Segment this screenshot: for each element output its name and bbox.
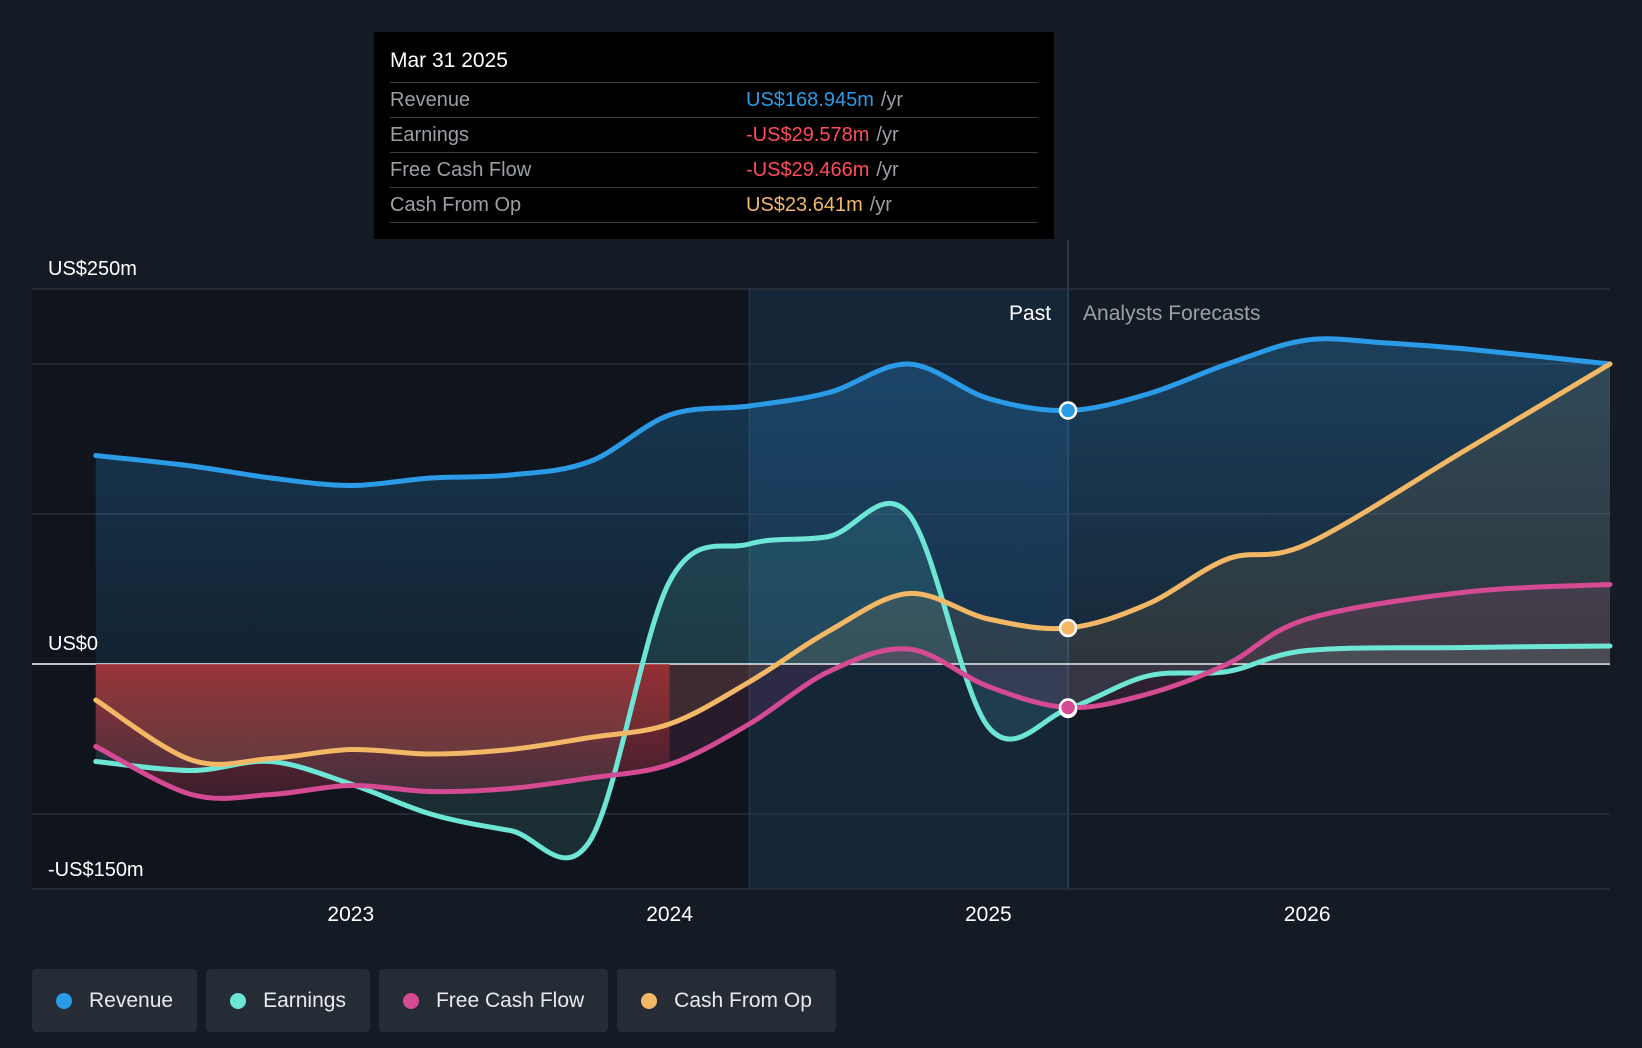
tooltip-row-earnings: Earnings -US$29.578m /yr	[390, 117, 1038, 152]
marker-cash-from-op	[1058, 618, 1078, 638]
tooltip-unit: /yr	[880, 88, 904, 111]
tooltip-row-revenue: Revenue US$168.945m /yr	[390, 82, 1038, 117]
legend-dot-icon	[402, 992, 419, 1009]
tooltip-label: Free Cash Flow	[390, 158, 532, 181]
hover-tooltip: Mar 31 2025 Revenue US$168.945m /yr Earn…	[374, 32, 1054, 239]
area-revenue	[95, 338, 1611, 664]
legend-item-earnings[interactable]: Earnings	[206, 969, 370, 1032]
legend-dot-icon	[56, 992, 72, 1009]
legend-item-revenue[interactable]: Revenue	[32, 969, 198, 1032]
forecast-label: Analysts Forecasts	[1083, 302, 1260, 325]
x-axis-label: 2025	[965, 903, 1012, 926]
legend-label: Revenue	[89, 988, 174, 1012]
tooltip-label: Revenue	[390, 88, 471, 111]
tooltip-label: Cash From Op	[390, 193, 522, 216]
y-axis-label: -US$150m	[48, 859, 144, 881]
tooltip-unit: /yr	[876, 123, 899, 146]
tooltip-value: US$168.945m	[746, 88, 874, 111]
legend-label: Free Cash Flow	[435, 988, 585, 1012]
x-axis-label: 2024	[646, 903, 693, 926]
series-line-free-cash-flow	[93, 582, 1613, 801]
tooltip-value: -US$29.578m	[746, 123, 870, 146]
tooltip-label: Earnings	[390, 123, 469, 146]
legend-label: Earnings	[263, 988, 346, 1012]
tooltip-date: Mar 31 2025	[390, 49, 508, 72]
current-markers	[1058, 401, 1078, 719]
series-line-cash-from-op	[93, 361, 1613, 767]
series-lines	[93, 336, 1613, 861]
tooltip-row-cash-from-op: Cash From Op US$23.641m /yr	[390, 187, 1038, 223]
legend-dot-icon	[230, 992, 247, 1009]
x-axis-label: 2026	[1284, 903, 1331, 926]
legend-item-free-cash-flow[interactable]: Free Cash Flow	[378, 969, 609, 1032]
chart-legend: Revenue Earnings Free Cash Flow Cash Fro…	[32, 969, 836, 1032]
marker-revenue	[1058, 401, 1078, 420]
y-axis-label: US$250m	[48, 258, 137, 280]
series-line-revenue	[93, 336, 1613, 488]
axis-labels: US$250m US$0 -US$150m 2023 2024 2025 2026 Past A…	[48, 258, 1331, 926]
tooltip-value: US$23.641m	[746, 193, 863, 216]
legend-label: Cash From Op	[674, 988, 812, 1012]
tooltip-value: -US$29.466m	[746, 158, 870, 181]
past-label: Past	[1009, 302, 1051, 325]
tooltip-row-free-cash-flow: Free Cash Flow -US$29.466m /yr	[390, 152, 1038, 187]
x-axis-label: 2023	[327, 903, 374, 926]
legend-item-cash-from-op[interactable]: Cash From Op	[617, 969, 836, 1032]
tooltip-unit: /yr	[869, 193, 892, 216]
legend-dot-icon	[641, 992, 658, 1009]
tooltip-unit: /yr	[876, 158, 899, 181]
marker-free-cash-flow	[1058, 698, 1078, 717]
y-axis-label: US$0	[48, 633, 98, 655]
